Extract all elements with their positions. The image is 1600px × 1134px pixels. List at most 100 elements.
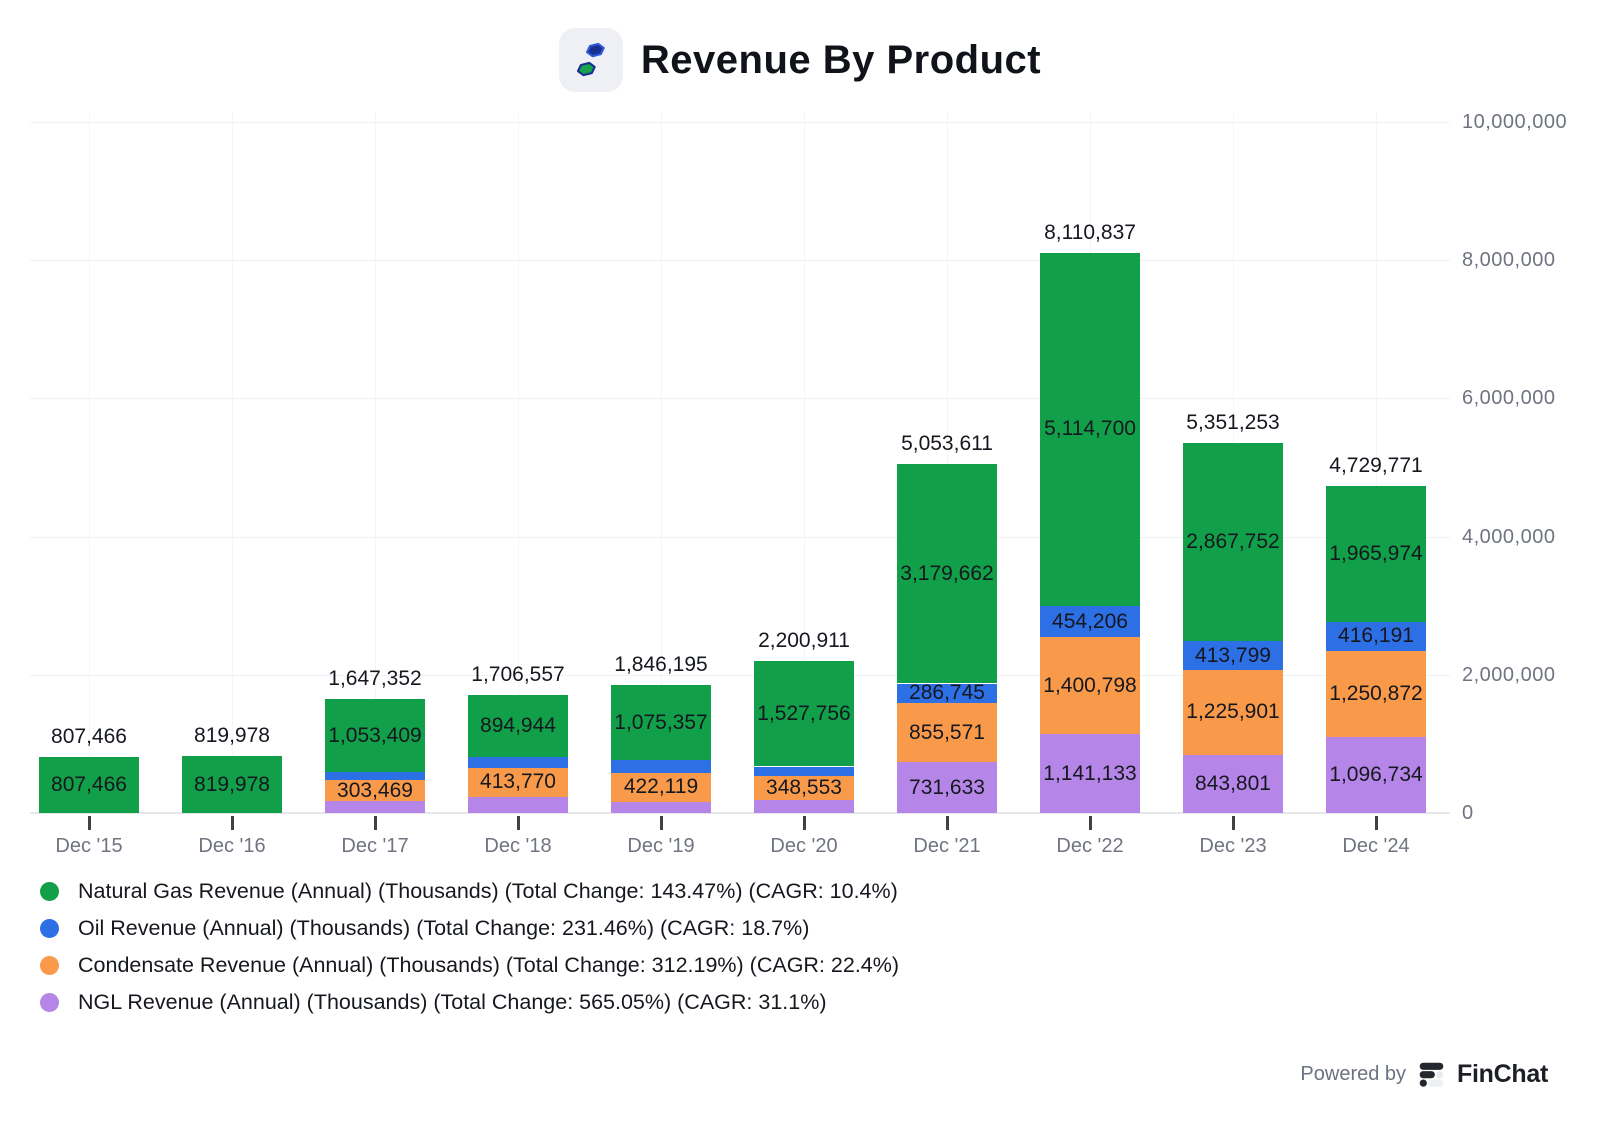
bar-segment-natural_gas[interactable] bbox=[182, 756, 282, 813]
bar-segment-ngl[interactable] bbox=[754, 800, 854, 813]
bar-segment-natural_gas[interactable] bbox=[1040, 252, 1140, 606]
y-axis-label: 8,000,000 bbox=[1462, 249, 1556, 272]
axis-tick bbox=[231, 816, 234, 830]
bar-segment-natural_gas[interactable] bbox=[1326, 486, 1426, 622]
segment-label: 303,469 bbox=[337, 778, 413, 802]
bar-segment-natural_gas[interactable] bbox=[611, 685, 711, 760]
bar-segment-natural_gas[interactable] bbox=[897, 463, 997, 684]
v-gridline bbox=[232, 112, 233, 813]
segment-label: 5,114,700 bbox=[1044, 417, 1136, 441]
bar-segment-condensate[interactable] bbox=[897, 703, 997, 763]
bar-segment-condensate[interactable] bbox=[468, 768, 568, 797]
bar-segment-natural_gas[interactable] bbox=[325, 699, 425, 772]
bar-segment-oil[interactable] bbox=[611, 759, 711, 773]
bar-total-label: 1,846,195 bbox=[614, 653, 708, 677]
axis-tick bbox=[946, 816, 949, 830]
y-axis-label: 6,000,000 bbox=[1462, 387, 1556, 410]
bar-segment-condensate[interactable] bbox=[1326, 650, 1426, 738]
y-axis-label: 2,000,000 bbox=[1462, 663, 1556, 686]
bar-segment-ngl[interactable] bbox=[611, 802, 711, 813]
bar-segment-condensate[interactable] bbox=[1040, 637, 1140, 735]
legend-label: Oil Revenue (Annual) (Thousands) (Total … bbox=[78, 916, 810, 940]
bar-total-label: 2,200,911 bbox=[758, 628, 850, 652]
bar-segment-oil[interactable] bbox=[1183, 641, 1283, 670]
x-axis-label: Dec '23 bbox=[1199, 835, 1267, 857]
h-gridline bbox=[30, 398, 1450, 400]
bar-segment-ngl[interactable] bbox=[468, 796, 568, 813]
legend-item-condensate[interactable]: Condensate Revenue (Annual) (Thousands) … bbox=[40, 954, 899, 976]
legend-label: Condensate Revenue (Annual) (Thousands) … bbox=[78, 953, 900, 977]
bar-segment-natural_gas[interactable] bbox=[468, 695, 568, 757]
segment-label: 843,801 bbox=[1195, 771, 1271, 795]
bar-segment-ngl[interactable] bbox=[1183, 754, 1283, 813]
bar-total-label: 819,978 bbox=[194, 724, 270, 748]
legend-label: NGL Revenue (Annual) (Thousands) (Total … bbox=[78, 990, 827, 1014]
h-gridline bbox=[30, 122, 1450, 123]
bar-total-label: 1,647,352 bbox=[328, 667, 422, 691]
segment-label: 731,633 bbox=[909, 775, 985, 799]
legend-item-natural-gas[interactable]: Natural Gas Revenue (Annual) (Thousands)… bbox=[40, 880, 899, 902]
powered-by-text: Powered by bbox=[1300, 1063, 1407, 1085]
bar-segment-ngl[interactable] bbox=[325, 801, 425, 813]
h-gridline bbox=[30, 260, 1450, 262]
v-gridline bbox=[518, 112, 519, 813]
segment-label: 454,206 bbox=[1052, 609, 1128, 633]
h-gridline bbox=[30, 674, 1450, 676]
axis-tick bbox=[660, 816, 663, 830]
bar-segment-oil[interactable] bbox=[325, 772, 425, 781]
segment-label: 422,119 bbox=[623, 775, 699, 799]
bar-segment-natural_gas[interactable] bbox=[754, 660, 854, 767]
x-axis-label: Dec '20 bbox=[770, 835, 838, 857]
segment-label: 3,179,662 bbox=[900, 561, 994, 585]
segment-label: 1,096,734 bbox=[1329, 763, 1423, 787]
bar-segment-oil[interactable] bbox=[1040, 606, 1140, 638]
bar-segment-condensate[interactable] bbox=[1183, 670, 1283, 755]
bar-total-label: 8,110,837 bbox=[1044, 220, 1136, 244]
legend-label: Natural Gas Revenue (Annual) (Thousands)… bbox=[78, 879, 898, 903]
v-gridline bbox=[375, 112, 376, 813]
bar-segment-ngl[interactable] bbox=[1040, 734, 1140, 813]
powered-by[interactable]: Powered by FinChat bbox=[1300, 1060, 1548, 1089]
legend-item-ngl[interactable]: NGL Revenue (Annual) (Thousands) (Total … bbox=[40, 991, 899, 1013]
x-axis-label: Dec '21 bbox=[913, 835, 981, 857]
page-title: Revenue By Product bbox=[640, 37, 1042, 82]
bar-segment-ngl[interactable] bbox=[897, 762, 997, 813]
hexagons-icon bbox=[576, 42, 605, 77]
segment-label: 1,400,798 bbox=[1043, 673, 1137, 697]
x-axis-label: Dec '17 bbox=[341, 835, 409, 857]
segment-label: 286,745 bbox=[909, 681, 985, 705]
segment-label: 348,553 bbox=[766, 776, 842, 800]
bar-segment-condensate[interactable] bbox=[611, 772, 711, 802]
finchat-brand: FinChat bbox=[1457, 1060, 1548, 1088]
axis-tick bbox=[1375, 816, 1378, 830]
axis-tick bbox=[88, 816, 91, 830]
h-gridline bbox=[30, 536, 1450, 538]
bar-segment-condensate[interactable] bbox=[325, 780, 425, 802]
bar-segment-ngl[interactable] bbox=[1326, 737, 1426, 813]
segment-label: 413,770 bbox=[480, 770, 556, 794]
finchat-logo-icon bbox=[1419, 1062, 1444, 1087]
v-gridline bbox=[804, 112, 805, 813]
bar-segment-oil[interactable] bbox=[1326, 622, 1426, 651]
v-gridline bbox=[947, 112, 948, 813]
bar-segment-oil[interactable] bbox=[754, 766, 854, 777]
bar-segment-oil[interactable] bbox=[897, 683, 997, 704]
bar-segment-condensate[interactable] bbox=[754, 776, 854, 801]
legend-marker-oil bbox=[40, 918, 59, 938]
segment-label: 1,225,901 bbox=[1186, 700, 1280, 724]
segment-label: 807,466 bbox=[51, 773, 127, 797]
legend-item-oil[interactable]: Oil Revenue (Annual) (Thousands) (Total … bbox=[40, 917, 899, 939]
legend: Natural Gas Revenue (Annual) (Thousands)… bbox=[40, 880, 899, 1028]
segment-label: 855,571 bbox=[909, 720, 985, 744]
segment-label: 2,867,752 bbox=[1186, 530, 1280, 554]
y-axis-label: 10,000,000 bbox=[1462, 111, 1568, 133]
bar-segment-oil[interactable] bbox=[468, 756, 568, 768]
bar-segment-natural_gas[interactable] bbox=[39, 757, 139, 813]
axis-tick bbox=[517, 816, 520, 830]
x-axis-label: Dec '15 bbox=[55, 835, 123, 857]
bar-segment-natural_gas[interactable] bbox=[1183, 443, 1283, 642]
x-axis-label: Dec '19 bbox=[627, 835, 695, 857]
axis-tick bbox=[1089, 816, 1092, 830]
